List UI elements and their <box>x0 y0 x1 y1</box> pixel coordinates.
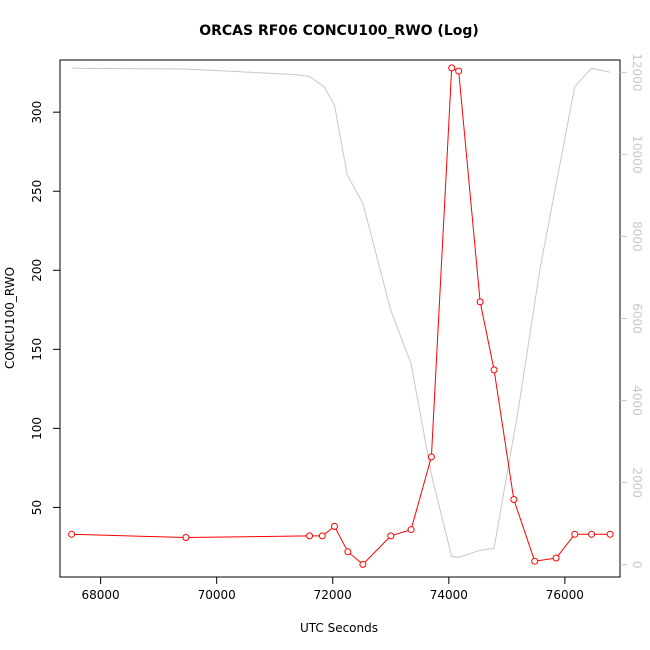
y-axis: 50 100 150 200 250 300 <box>30 101 60 515</box>
data-point <box>306 532 314 540</box>
y-tick-label: 250 <box>30 180 44 203</box>
y2-tick-label: 12000 <box>630 53 644 91</box>
y2-tick-label: 6000 <box>630 303 644 334</box>
x-tick-label: 74000 <box>430 588 468 602</box>
data-point <box>510 496 518 504</box>
data-point <box>359 560 367 568</box>
data-point <box>552 554 560 562</box>
data-point <box>330 522 338 530</box>
series-layer <box>68 64 614 568</box>
y-tick-label: 50 <box>30 500 44 515</box>
y-tick-label: 150 <box>30 338 44 361</box>
data-point <box>427 453 435 461</box>
y-tick-label: 200 <box>30 259 44 282</box>
series-line-right <box>71 67 611 558</box>
data-point <box>318 532 326 540</box>
y2-tick-label: 2000 <box>630 467 644 498</box>
x-tick-label: 76000 <box>546 588 584 602</box>
x-axis-label: UTC Seconds <box>300 621 378 635</box>
data-point <box>490 366 498 374</box>
data-point <box>606 530 614 538</box>
data-point <box>531 557 539 565</box>
data-point <box>476 298 484 306</box>
y-tick-label: 100 <box>30 417 44 440</box>
data-point <box>588 530 596 538</box>
data-point <box>571 530 579 538</box>
data-point <box>455 67 463 75</box>
y2-tick-label: 10000 <box>630 135 644 173</box>
data-point <box>68 530 76 538</box>
data-point <box>407 526 415 534</box>
data-point <box>448 64 456 72</box>
data-point <box>387 532 395 540</box>
chart-title: ORCAS RF06 CONCU100_RWO (Log) <box>199 23 479 39</box>
data-point <box>182 533 190 541</box>
y2-axis: 0 2000 4000 6000 8000 10000 12000 <box>620 53 644 569</box>
x-tick-label: 72000 <box>314 588 352 602</box>
x-axis: 68000 70000 72000 74000 76000 <box>82 577 584 602</box>
y2-tick-label: 0 <box>630 561 644 569</box>
x-tick-label: 70000 <box>198 588 236 602</box>
y-axis-label: CONCU100_RWO <box>3 267 17 369</box>
y2-tick-label: 8000 <box>630 221 644 252</box>
y2-tick-label: 4000 <box>630 385 644 416</box>
y-tick-label: 300 <box>30 101 44 124</box>
x-tick-label: 68000 <box>82 588 120 602</box>
data-point <box>344 548 352 556</box>
